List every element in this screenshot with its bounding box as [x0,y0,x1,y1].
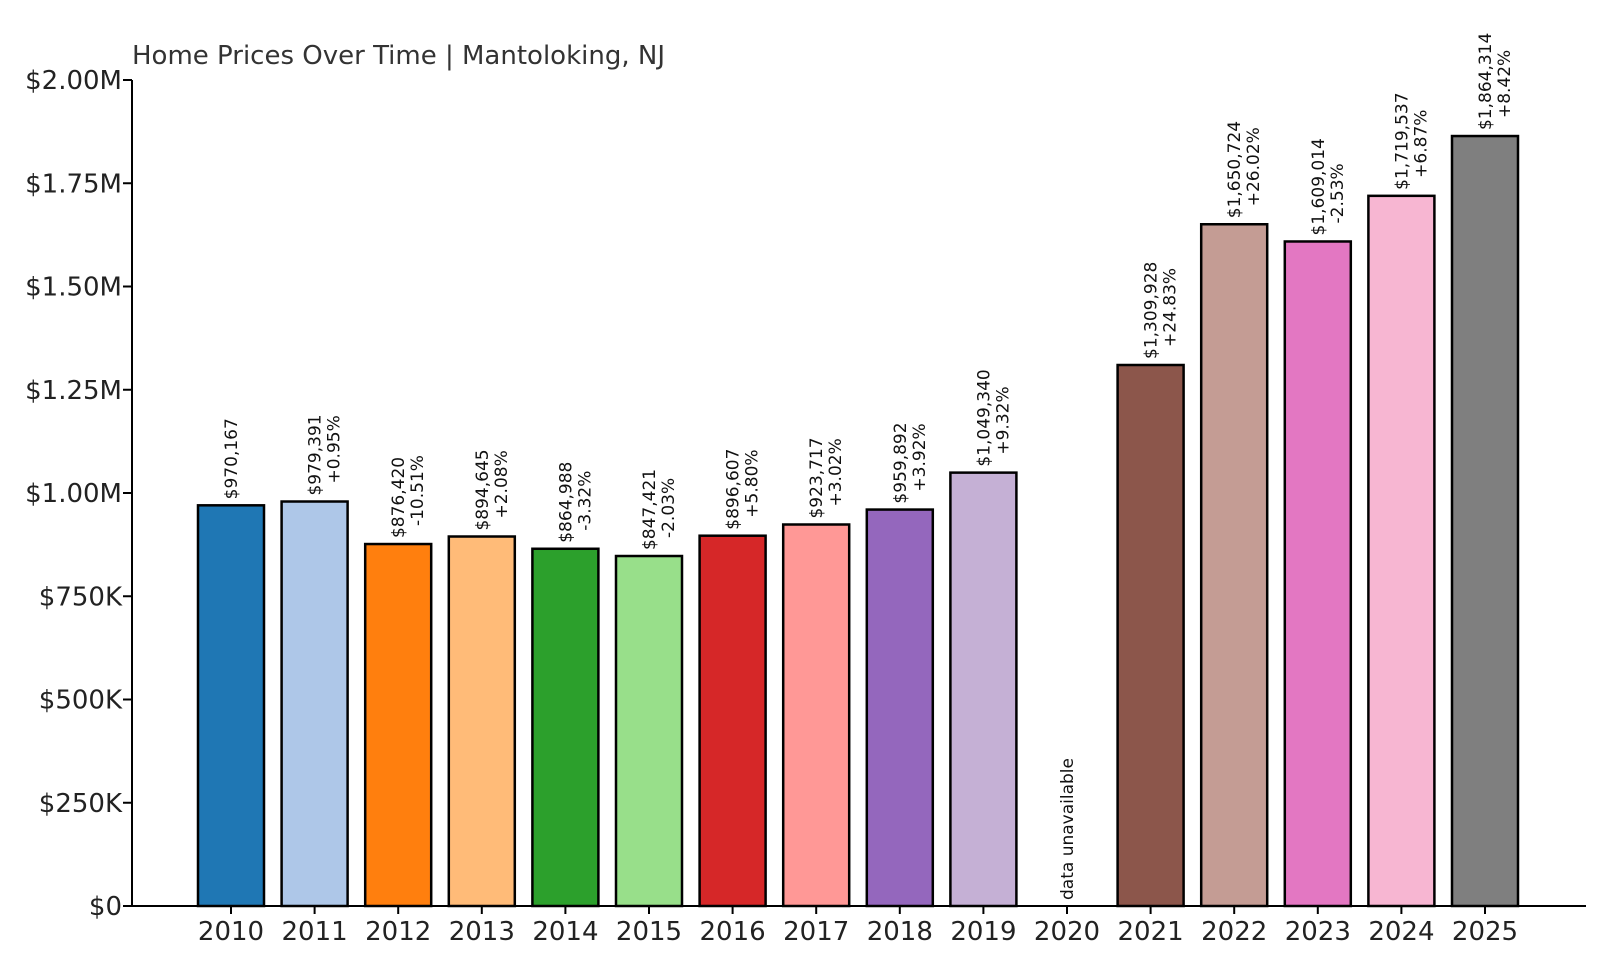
x-tick-label: 2012 [365,917,431,947]
bar-2012 [363,542,433,908]
y-tick-label: $250K [39,789,123,819]
x-tick-label: 2023 [1285,917,1351,947]
y-tick-label: $2.00M [25,66,122,96]
bar-2015 [614,554,684,908]
x-tick-label: 2019 [950,917,1016,947]
y-tick-label: $1.75M [25,169,122,199]
bar-2018 [865,508,935,908]
x-tick-label: 2021 [1118,917,1184,947]
bar-value-label: $896,607 [724,449,744,530]
bar-value-label: $923,717 [807,437,827,518]
x-tick-label: 2013 [449,917,515,947]
bar-2011 [280,500,349,908]
x-tick-label: 2017 [783,917,849,947]
bar-value-label: $1,309,928 [1142,262,1162,359]
x-tick-label: 2016 [700,917,766,947]
y-tick-label: $500K [39,686,123,716]
bars [196,134,1520,908]
bar-change-label: +26.02% [1244,127,1264,206]
y-tick-label: $1.25M [25,376,122,406]
bar-2010 [196,504,266,908]
bar-change-label: +5.80% [743,449,763,517]
bar-value-label: $876,420 [389,457,409,538]
data-unavailable-label: data unavailable [1058,758,1078,900]
bar-change-label: -2.53% [1328,163,1348,223]
bar-change-label: +8.42% [1495,50,1515,118]
bar-2019 [949,471,1018,908]
bar-value-label: $1,864,314 [1476,33,1496,130]
bar-change-label: +24.83% [1161,268,1181,347]
y-tick-label: $1.50M [25,273,122,303]
bar-2021 [1116,363,1185,908]
bar-2013 [447,535,517,908]
chart-title: Home Prices Over Time | Mantoloking, NJ [132,41,665,71]
bar-value-labels: $970,167 $979,391 +0.95% $876,420 -10.51% $89… [222,33,1515,900]
bar-value-label: $1,049,340 [974,369,994,466]
bar-2016 [698,534,767,908]
bar-2024 [1367,194,1436,908]
bar-value-label: $1,609,014 [1309,138,1329,235]
bar-2022 [1199,223,1269,908]
bar-change-label: +3.02% [826,438,846,506]
y-tick-label: $0 [89,892,122,922]
x-tick-label: 2011 [282,917,348,947]
bar-change-label: +9.32% [993,386,1013,454]
bar-2014 [531,547,600,908]
bar-value-label: $970,167 [222,418,242,499]
x-tick-label: 2018 [867,917,933,947]
bar-value-label: $847,421 [640,469,660,550]
bar-change-label: -2.03% [659,478,679,538]
x-tick-label: 2020 [1034,917,1100,947]
y-axis-ticks: $0 $250K $500K $750K $1.00M $1.25M $1.50M $1.75… [25,66,132,922]
bar-2017 [781,523,851,908]
x-tick-label: 2025 [1452,917,1518,947]
x-tick-label: 2022 [1201,917,1267,947]
x-axis-ticks: 2010 2011 2012 2013 2014 2015 2016 2017 2018 2019… [198,906,1518,947]
bar-2023 [1283,240,1353,908]
x-tick-label: 2014 [532,917,598,947]
y-tick-label: $750K [39,582,123,612]
bar-value-label: $894,645 [473,449,493,530]
bar-value-label: $1,719,537 [1392,92,1412,189]
bar-change-label: +0.95% [325,415,345,483]
bar-change-label: +3.92% [910,423,930,491]
bar-value-label: $959,892 [891,422,911,503]
bar-change-label: -10.51% [408,455,428,526]
bar-value-label: $1,650,724 [1225,121,1245,218]
bar-2025 [1450,134,1520,908]
x-tick-label: 2010 [198,917,264,947]
bar-change-label: -3.32% [575,471,595,531]
x-tick-label: 2015 [616,917,682,947]
bar-value-label: $864,988 [556,462,576,543]
bar-value-label: $979,391 [306,414,326,495]
bar-change-label: +2.08% [492,450,512,518]
y-tick-label: $1.00M [25,479,122,509]
x-tick-label: 2024 [1368,917,1434,947]
bar-change-label: +6.87% [1411,110,1431,178]
